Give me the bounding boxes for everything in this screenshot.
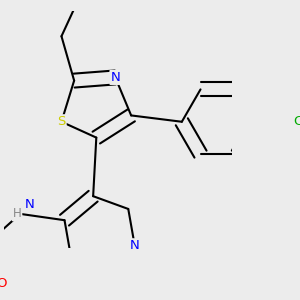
Text: Cl: Cl	[293, 115, 300, 128]
Text: H: H	[13, 207, 21, 220]
Text: S: S	[57, 115, 66, 128]
Text: N: N	[110, 71, 120, 84]
Text: O: O	[0, 277, 6, 290]
Text: N: N	[130, 239, 140, 252]
Text: N: N	[25, 198, 34, 211]
